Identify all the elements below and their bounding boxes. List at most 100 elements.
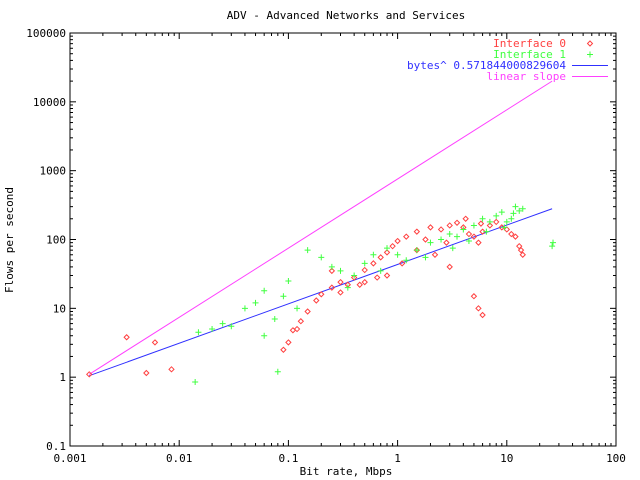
data-point-interface-1 (493, 212, 500, 219)
data-point-interface-1 (274, 368, 281, 375)
data-point-interface-1 (252, 299, 259, 306)
x-tick-label: 1 (394, 452, 401, 465)
x-tick-label: 10 (500, 452, 513, 465)
data-point-interface-0 (475, 305, 482, 312)
y-tick-label: 0.1 (46, 440, 66, 453)
data-point-interface-1 (344, 284, 351, 291)
data-point-interface-1 (550, 239, 557, 246)
data-point-interface-1 (261, 287, 268, 294)
data-point-interface-1 (261, 332, 268, 339)
data-point-interface-1 (454, 233, 461, 240)
data-point-interface-0 (328, 267, 336, 275)
data-point-interface-1 (438, 236, 445, 243)
data-point-interface-1 (228, 323, 235, 330)
data-point-interface-1 (209, 326, 216, 333)
data-point-interface-0 (413, 228, 421, 235)
data-point-interface-0 (519, 251, 526, 258)
data-point-interface-0 (470, 293, 478, 300)
data-point-interface-1 (351, 272, 358, 279)
data-point-interface-0 (422, 236, 429, 243)
y-tick-label: 100000 (26, 27, 66, 40)
plot-frame (69, 32, 617, 447)
data-point-interface-0 (508, 230, 515, 238)
data-point-interface-1 (304, 247, 311, 254)
data-point-interface-0 (443, 239, 450, 246)
data-point-interface-1 (503, 218, 510, 225)
data-point-interface-1 (519, 205, 526, 212)
data-point-interface-1 (285, 277, 292, 284)
data-point-interface-0 (446, 263, 453, 271)
data-point-interface-1 (384, 245, 391, 252)
data-point-interface-1 (361, 260, 368, 267)
data-point-interface-0 (470, 233, 478, 240)
data-point-interface-0 (328, 284, 336, 291)
x-axis-label: Bit rate, Mbps (300, 465, 393, 478)
data-point-interface-0 (370, 260, 377, 267)
data-point-interface-1 (280, 293, 287, 300)
chart-title: ADV - Advanced Networks and Services (227, 9, 465, 22)
data-point-interface-0 (313, 297, 320, 304)
y-tick-label: 1000 (40, 165, 67, 178)
data-point-interface-0 (280, 346, 287, 353)
x-tick-label: 100 (606, 452, 626, 465)
data-point-interface-0 (446, 222, 453, 229)
data-point-interface-0 (123, 334, 130, 341)
data-point-interface-0 (304, 308, 311, 315)
data-point-interface-0 (453, 219, 461, 226)
data-point-interface-1 (370, 251, 377, 258)
data-point-interface-1 (377, 267, 384, 274)
data-point-interface-1 (422, 254, 429, 261)
data-point-interface-0 (168, 366, 175, 373)
data-point-interface-0 (151, 339, 159, 346)
data-point-interface-1 (219, 320, 226, 327)
data-point-interface-1 (510, 210, 517, 217)
data-point-interface-1 (318, 254, 325, 261)
data-point-interface-1 (460, 226, 467, 233)
legend-label: Interface 1 (493, 48, 566, 61)
data-point-interface-0 (297, 318, 305, 325)
data-point-interface-0 (389, 242, 396, 250)
data-point-interface-0 (498, 224, 506, 231)
data-point-interface-0 (475, 239, 482, 246)
data-point-interface-0 (356, 281, 363, 288)
data-point-interface-1 (192, 379, 199, 386)
data-point-interface-1 (486, 218, 493, 225)
data-point-interface-1 (403, 257, 410, 264)
data-point-interface-0 (427, 224, 434, 231)
data-point-interface-0 (293, 325, 301, 333)
data-point-interface-0 (503, 226, 511, 233)
legend-label: linear slope (487, 70, 566, 83)
data-point-interface-0 (431, 251, 439, 258)
data-point-interface-0 (377, 254, 384, 261)
data-point-interface-0 (373, 274, 381, 281)
data-point-interface-0 (337, 278, 344, 286)
y-axis-label: Flows per second (3, 187, 16, 293)
data-point-interface-1 (516, 207, 523, 214)
legend-marker (587, 51, 593, 58)
y-tick-label: 10 (53, 302, 66, 315)
data-point-interface-0 (462, 215, 469, 222)
data-point-interface-1 (337, 267, 344, 274)
data-point-interface-1 (271, 315, 278, 322)
data-point-interface-1 (479, 215, 486, 222)
data-point-interface-1 (483, 228, 490, 235)
data-point-interface-0 (143, 369, 150, 377)
data-point-interface-0 (477, 220, 485, 227)
data-point-interface-0 (383, 249, 391, 256)
legend-marker (586, 40, 594, 47)
data-point-interface-0 (398, 260, 406, 267)
data-point-interface-1 (394, 251, 401, 258)
data-point-interface-0 (350, 274, 358, 281)
data-point-interface-0 (512, 233, 519, 240)
data-point-interface-1 (294, 305, 301, 312)
data-point-interface-1 (508, 215, 515, 222)
data-point-interface-0 (479, 311, 486, 319)
data-point-interface-0 (86, 371, 93, 378)
data-point-interface-0 (516, 242, 523, 250)
data-point-interface-1 (446, 231, 453, 238)
data-point-interface-1 (328, 263, 335, 270)
data-point-interface-1 (549, 243, 556, 250)
data-point-interface-1 (241, 305, 248, 312)
